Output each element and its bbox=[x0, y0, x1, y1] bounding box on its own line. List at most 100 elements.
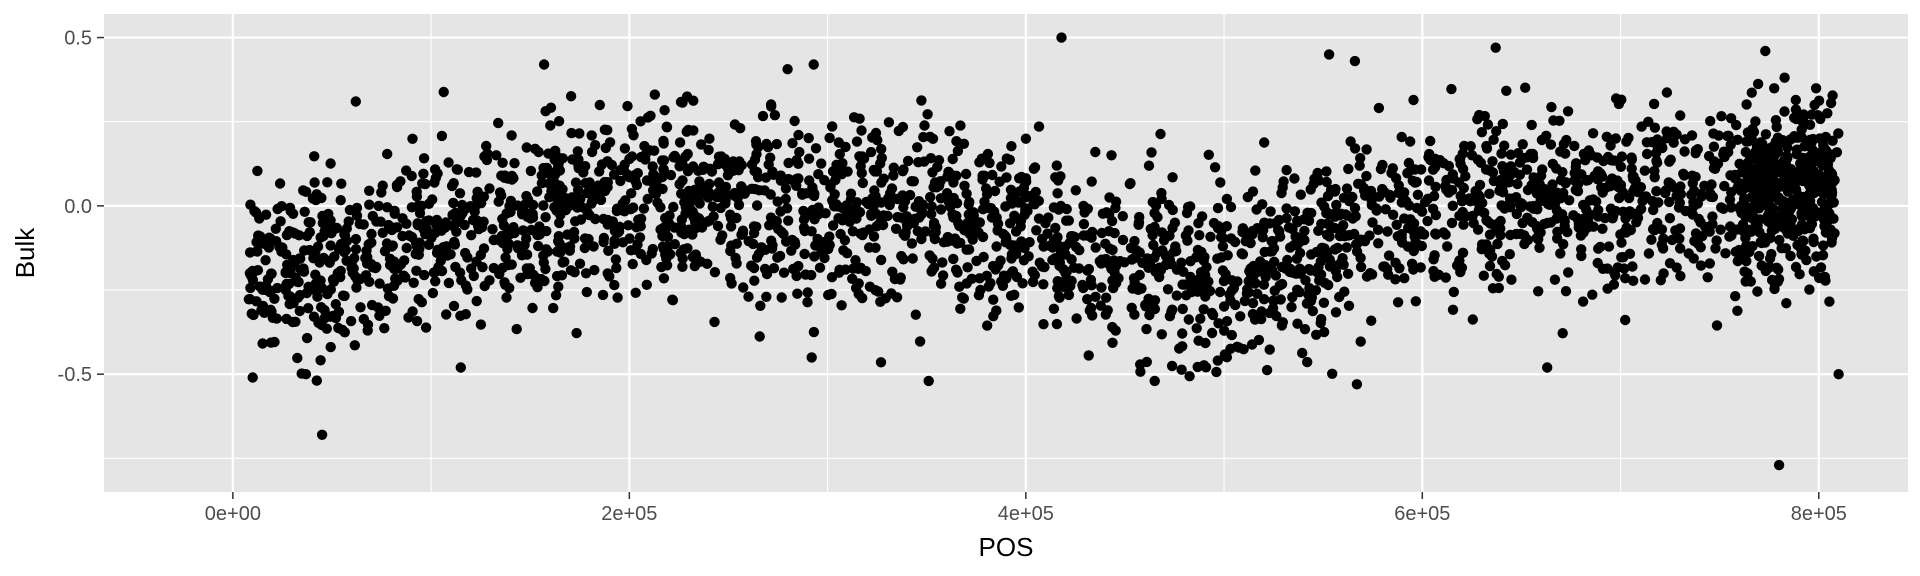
data-point bbox=[557, 153, 568, 164]
data-point bbox=[875, 254, 887, 266]
data-point bbox=[1484, 260, 1496, 272]
data-point bbox=[799, 248, 810, 260]
data-point bbox=[1171, 290, 1183, 301]
data-point bbox=[1792, 112, 1803, 123]
data-point bbox=[1765, 232, 1776, 244]
data-point bbox=[827, 220, 839, 231]
data-point bbox=[1804, 284, 1815, 295]
x-axis: 0e+00 2e+05 4e+05 6e+05 8e+05 bbox=[205, 492, 1847, 525]
data-point bbox=[624, 233, 635, 244]
data-point bbox=[332, 268, 343, 279]
data-point bbox=[999, 230, 1010, 241]
data-point bbox=[1741, 99, 1752, 110]
data-point bbox=[1090, 146, 1101, 158]
data-point bbox=[967, 221, 979, 232]
data-point bbox=[935, 204, 947, 215]
data-point bbox=[951, 170, 962, 181]
data-point bbox=[635, 248, 646, 260]
data-point bbox=[1338, 192, 1350, 203]
data-point bbox=[1049, 253, 1061, 264]
data-point bbox=[1766, 248, 1777, 260]
data-point bbox=[704, 163, 716, 174]
data-point bbox=[650, 188, 662, 200]
data-point bbox=[581, 286, 592, 298]
data-point bbox=[364, 276, 375, 287]
data-point bbox=[1005, 290, 1017, 301]
data-point bbox=[1031, 225, 1042, 236]
data-point bbox=[1799, 141, 1810, 152]
data-point bbox=[619, 159, 630, 170]
data-point bbox=[780, 193, 791, 205]
data-point bbox=[1519, 238, 1530, 250]
data-point bbox=[1048, 303, 1060, 314]
data-point bbox=[1355, 153, 1366, 164]
data-point bbox=[1233, 342, 1245, 353]
data-point bbox=[1679, 146, 1690, 157]
data-point bbox=[783, 215, 794, 226]
data-point bbox=[1562, 106, 1574, 117]
plot-panel bbox=[104, 14, 1908, 492]
data-point bbox=[1215, 177, 1226, 188]
data-point bbox=[1695, 217, 1706, 228]
data-point bbox=[1018, 255, 1030, 266]
data-point bbox=[417, 178, 428, 189]
data-point bbox=[1176, 364, 1187, 375]
data-point bbox=[1822, 108, 1833, 119]
data-point bbox=[247, 372, 258, 383]
data-point bbox=[1124, 178, 1136, 190]
data-point bbox=[1020, 133, 1032, 144]
data-point bbox=[264, 286, 275, 298]
data-point bbox=[410, 237, 422, 248]
data-point bbox=[1375, 163, 1387, 175]
data-point bbox=[688, 125, 699, 136]
data-point bbox=[955, 120, 966, 131]
data-point bbox=[687, 251, 699, 263]
data-point bbox=[491, 150, 502, 161]
data-point bbox=[1013, 302, 1024, 313]
data-point bbox=[802, 287, 813, 298]
data-point bbox=[661, 253, 672, 264]
data-point bbox=[1824, 296, 1835, 307]
data-point bbox=[1427, 203, 1439, 214]
data-point bbox=[1731, 224, 1742, 235]
data-point bbox=[992, 218, 1004, 229]
data-point bbox=[1799, 224, 1810, 235]
x-tick-label: 0e+00 bbox=[205, 503, 261, 525]
data-point bbox=[1265, 206, 1276, 217]
data-point bbox=[506, 130, 517, 141]
data-point bbox=[658, 273, 670, 284]
data-point bbox=[423, 239, 434, 250]
data-point bbox=[291, 276, 302, 287]
data-point bbox=[1410, 236, 1421, 247]
data-point bbox=[501, 292, 512, 303]
data-point bbox=[504, 282, 515, 294]
data-point bbox=[1133, 282, 1144, 293]
data-point bbox=[1387, 209, 1399, 220]
data-point bbox=[876, 143, 887, 155]
data-point bbox=[478, 243, 490, 254]
data-point bbox=[1543, 189, 1555, 200]
data-point bbox=[572, 184, 584, 196]
data-point bbox=[820, 208, 831, 219]
data-point bbox=[275, 216, 286, 227]
data-point bbox=[1144, 309, 1155, 321]
data-point bbox=[813, 202, 824, 213]
data-point bbox=[783, 157, 794, 169]
data-point bbox=[1412, 189, 1424, 200]
data-point bbox=[1635, 203, 1647, 215]
data-point bbox=[899, 195, 910, 207]
data-point bbox=[623, 220, 634, 231]
data-point bbox=[1312, 167, 1323, 179]
data-point bbox=[1247, 186, 1259, 197]
data-point bbox=[427, 287, 439, 299]
data-point bbox=[1678, 168, 1689, 179]
data-point bbox=[1661, 87, 1673, 98]
data-point bbox=[1675, 110, 1686, 121]
data-point bbox=[538, 200, 549, 211]
data-point bbox=[612, 292, 623, 303]
data-point bbox=[1821, 159, 1832, 171]
data-point bbox=[300, 369, 312, 380]
data-point bbox=[768, 169, 779, 180]
data-point bbox=[281, 229, 293, 241]
data-point bbox=[1713, 130, 1724, 141]
